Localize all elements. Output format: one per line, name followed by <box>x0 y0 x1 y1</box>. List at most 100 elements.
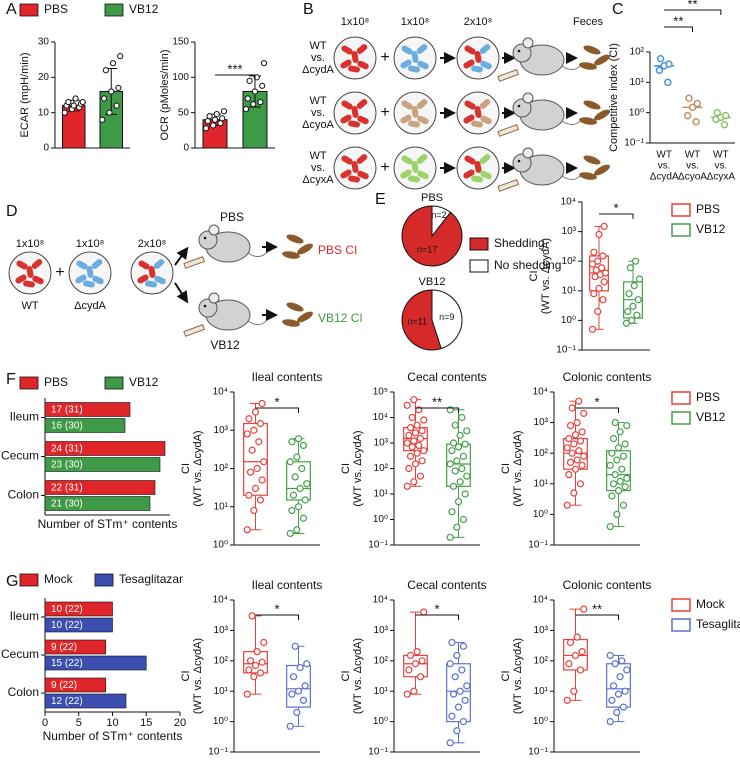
data-point <box>595 284 603 293</box>
data-point <box>245 415 253 423</box>
data-point <box>621 440 629 448</box>
bacterium <box>479 154 491 164</box>
data-point <box>568 404 576 412</box>
data-point <box>609 682 618 690</box>
data-point <box>626 264 634 272</box>
mouse-head <box>198 230 218 250</box>
data-point <box>260 60 268 67</box>
bacterium <box>401 45 413 55</box>
row-label: vs. <box>311 162 325 174</box>
data-point <box>294 435 303 443</box>
data-point <box>566 421 575 430</box>
bar <box>44 441 166 456</box>
data-point <box>459 642 468 650</box>
bacterium <box>411 161 419 173</box>
data-point <box>406 452 415 460</box>
data-point <box>303 480 311 488</box>
dose-label: 1x10⁸ <box>76 238 105 250</box>
bacterium <box>357 60 369 70</box>
data-point <box>446 739 454 747</box>
bar-label: 12 (22) <box>51 696 83 707</box>
panel-label: F <box>6 371 16 388</box>
legend-label: Tesaglitazar <box>696 617 740 631</box>
bacterium <box>479 44 491 54</box>
data-point <box>293 708 301 717</box>
chart-title: Ileal contents <box>252 370 323 384</box>
data-point <box>590 248 598 256</box>
data-point <box>580 409 588 417</box>
data-point <box>206 113 213 120</box>
slice-label: n=17 <box>417 245 437 255</box>
data-point <box>688 103 697 112</box>
data-point <box>606 522 614 531</box>
data-point <box>113 102 120 109</box>
bar <box>44 677 107 693</box>
y-tick-label: 10⁻¹ <box>624 138 644 149</box>
data-point <box>408 413 416 422</box>
y-tick-label: 10³ <box>562 226 577 237</box>
data-point <box>289 673 298 681</box>
legend-swatch <box>671 391 691 405</box>
bacterium <box>417 115 429 125</box>
bacterium <box>474 161 482 173</box>
bacterium <box>154 275 166 285</box>
data-point <box>601 269 610 277</box>
bacterium <box>416 44 428 54</box>
y-tick-label: 10⁻¹ <box>368 540 388 551</box>
row-label: ΔcyoA <box>302 119 334 131</box>
data-point <box>410 478 418 486</box>
data-point <box>613 456 621 464</box>
bacterium <box>31 259 43 269</box>
y-tick-label: 30 <box>38 37 50 48</box>
data-point <box>446 460 454 468</box>
bacterium <box>480 115 492 125</box>
data-point <box>463 682 471 690</box>
significance-bracket <box>664 9 722 15</box>
x-tick-label: WT <box>656 150 672 161</box>
plus: + <box>380 104 389 121</box>
row-label: WT <box>309 150 326 162</box>
group-label: VB12 <box>210 338 240 352</box>
y-axis-label: (WT vs. ΔcydA) <box>352 430 364 506</box>
bacterium <box>416 99 428 109</box>
data-point <box>449 439 458 447</box>
data-point <box>459 717 468 726</box>
data-point <box>299 441 308 450</box>
bacterium <box>145 280 157 288</box>
data-point <box>451 673 459 681</box>
data-point <box>563 696 571 704</box>
data-point <box>461 440 469 448</box>
data-point <box>251 484 260 493</box>
y-tick-label: 10⁵ <box>373 387 388 398</box>
y-tick-label: 10² <box>374 463 389 474</box>
significance-label: * <box>274 394 279 409</box>
data-point <box>571 431 580 439</box>
bacterium <box>471 175 483 183</box>
panel-label: A <box>6 1 17 18</box>
data-point <box>403 690 411 698</box>
data-point <box>565 660 573 668</box>
data-point <box>570 687 578 695</box>
y-tick-label: Colon <box>8 685 39 699</box>
data-point <box>624 307 632 316</box>
bacterium <box>479 99 491 109</box>
data-point <box>598 264 606 272</box>
y-axis-label: (WT vs. ΔcydA) <box>540 238 552 314</box>
bacterium <box>92 275 104 285</box>
data-point <box>588 325 597 333</box>
row-label: vs. <box>311 52 325 64</box>
data-point <box>578 461 586 469</box>
data-point <box>217 120 224 127</box>
y-tick-label: 10² <box>534 448 549 459</box>
data-point <box>420 447 428 455</box>
bacterium <box>474 106 482 118</box>
panel-label: C <box>612 1 624 18</box>
bacterium <box>23 280 35 288</box>
mouse-head <box>512 43 532 63</box>
legend-swatch <box>19 573 39 587</box>
pie-title: VB12 <box>419 276 446 288</box>
chart-title: Cecal contents <box>407 370 486 384</box>
outcome-label: VB12 CI <box>318 311 363 325</box>
y-axis-label: CI <box>180 671 192 682</box>
